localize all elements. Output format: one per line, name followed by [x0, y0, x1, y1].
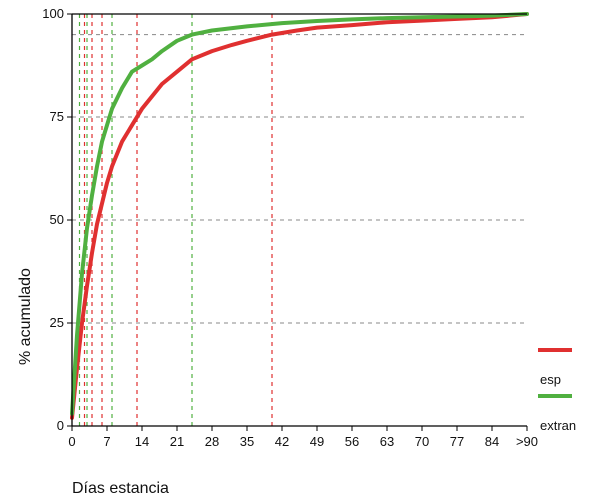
y-axis-title: % acumulado [17, 268, 34, 365]
x-tick-label: 14 [135, 434, 149, 449]
x-tick-labels: 0 7 14 21 28 35 42 49 56 63 70 77 84 >90 [68, 434, 538, 449]
y-tick-label: 75 [50, 109, 64, 124]
legend: esp extran [538, 348, 576, 433]
x-tick-label: 35 [240, 434, 254, 449]
x-axis-title: Días estancia [72, 480, 169, 497]
x-tick-label: 70 [415, 434, 429, 449]
y-tick-label: 0 [57, 418, 64, 433]
x-tick-label: 77 [450, 434, 464, 449]
series-line-esp [70, 12, 529, 420]
x-tick-label: 7 [103, 434, 110, 449]
axes [67, 13, 528, 431]
x-tick-label: 84 [485, 434, 499, 449]
y-tick-labels: 0 25 50 75 100 [42, 6, 64, 433]
y-tick-label: 50 [50, 212, 64, 227]
x-tick-label: 42 [275, 434, 289, 449]
x-tick-label: 56 [345, 434, 359, 449]
x-tick-label: 63 [380, 434, 394, 449]
grid-lines [72, 34, 527, 324]
y-tick-label: 100 [42, 6, 64, 21]
series-line-extran [70, 12, 529, 416]
legend-label-esp: esp [540, 372, 561, 387]
x-tick-label: 0 [68, 434, 75, 449]
x-tick-label: 28 [205, 434, 219, 449]
legend-label-extran: extran [540, 418, 576, 433]
series-lines [70, 12, 529, 420]
x-tick-label: >90 [516, 434, 538, 449]
x-tick-label: 49 [310, 434, 324, 449]
x-tick-label: 21 [170, 434, 184, 449]
y-tick-label: 25 [50, 315, 64, 330]
